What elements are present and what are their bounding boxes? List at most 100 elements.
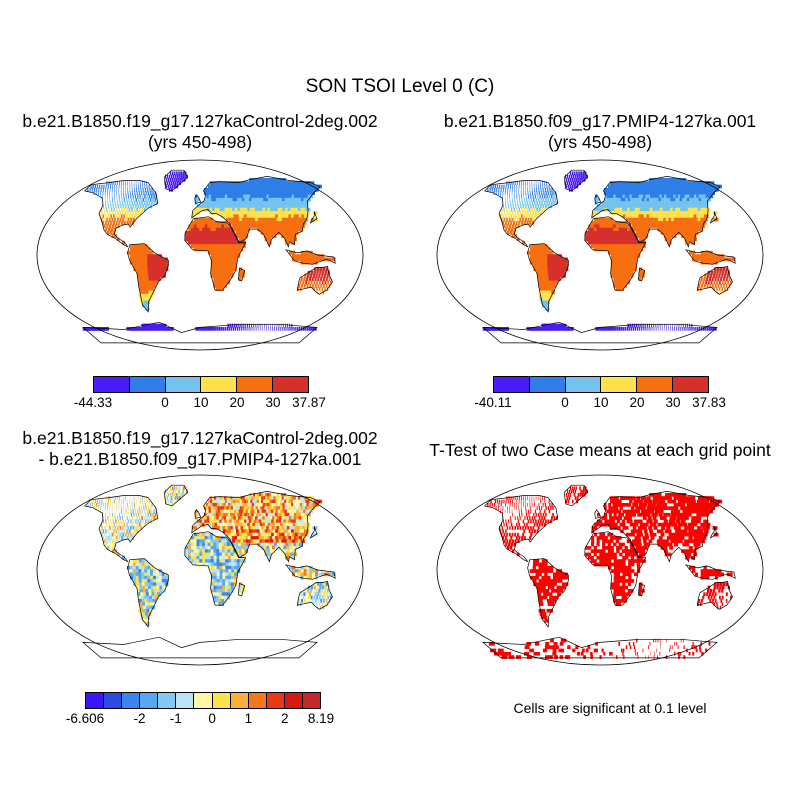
coastline: [484, 495, 559, 563]
coastline: [309, 211, 318, 224]
coastline: [194, 194, 202, 204]
colorbar-ticks-top-right: -40.11 0 10 20 30 37.83: [474, 395, 726, 413]
colorbar-tick-label: -44.33: [73, 395, 113, 410]
colorbar-swatch: [230, 693, 249, 708]
coastline: [194, 509, 202, 519]
colorbar-tick-label: 2: [280, 711, 289, 726]
colorbar-swatch: [601, 377, 638, 392]
colorbar-swatch: [140, 693, 159, 708]
coastline: [696, 265, 733, 295]
coastline: [584, 531, 647, 606]
coastline: [84, 495, 159, 563]
coastline: [484, 180, 559, 248]
map-frame: [436, 474, 764, 666]
coastline: [709, 211, 718, 224]
colorbar-tick-label: 20: [229, 395, 245, 410]
map-pmip4-temperature: [436, 159, 764, 351]
panel-title-top-right: b.e21.B1850.f09_g17.PMIP4-127ka.001 (yrs…: [400, 111, 800, 153]
colorbar-tick-label: -1: [169, 711, 182, 726]
colorbar-tick-label: 37.83: [692, 395, 726, 410]
panel-title-line2: - b.e21.B1850.f09_g17.PMIP4-127ka.001: [38, 449, 362, 469]
coastline: [284, 564, 336, 580]
colorbar-tick-label: 10: [193, 395, 209, 410]
coastline: [284, 249, 336, 265]
coastline: [184, 531, 247, 606]
panel-title-bottom-right: T-Test of two Case means at each grid po…: [400, 440, 800, 461]
grid-cells: [87, 486, 336, 626]
colorbar-top-left: [93, 376, 309, 393]
colorbar-tick-label: 0: [208, 711, 216, 726]
coastline: [127, 558, 169, 628]
coastline: [684, 249, 736, 265]
map-frame: [36, 159, 364, 351]
coastline: [527, 243, 569, 313]
panel-title-line1: T-Test of two Case means at each grid po…: [429, 440, 771, 460]
colorbar-swatch: [565, 377, 602, 392]
map-control-temperature: [36, 159, 364, 351]
grid-cells: [82, 171, 336, 331]
map-frame: [436, 159, 764, 351]
coastline: [191, 176, 321, 248]
panel-title-line1: b.e21.B1850.f19_g17.127kaControl-2deg.00…: [22, 428, 378, 448]
coastline: [527, 558, 569, 628]
colorbar-swatch: [284, 693, 303, 708]
coastline: [296, 265, 333, 295]
coastline: [563, 484, 589, 507]
coastline: [638, 267, 646, 282]
colorbar-swatch: [637, 377, 674, 392]
panel-title-line1: b.e21.B1850.f19_g17.127kaControl-2deg.00…: [22, 111, 378, 131]
coastline: [638, 582, 646, 597]
colorbar-swatch: [266, 693, 285, 708]
panel-title-line2: (yrs 450-498): [547, 132, 653, 152]
colorbar-tick-label: -40.11: [474, 395, 512, 410]
coastline: [591, 176, 721, 248]
coastline: [163, 169, 189, 192]
colorbar-tick-label: 37.87: [292, 395, 326, 410]
map-frame: [36, 474, 364, 666]
colorbar-swatch: [237, 377, 274, 392]
coastline: [184, 216, 247, 291]
coastline: [584, 216, 647, 291]
colorbar-swatch: [129, 377, 166, 392]
colorbar-tick-label: 10: [593, 395, 609, 410]
grid-cells: [487, 486, 733, 659]
significance-note: Cells are significant at 0.1 level: [513, 700, 707, 716]
coastline: [84, 180, 159, 248]
colorbar-tick-label: 30: [665, 395, 681, 410]
colorbar-swatch: [273, 377, 308, 392]
colorbar-tick-label: -2: [133, 711, 146, 726]
map-difference: [36, 474, 364, 666]
coastline: [594, 194, 602, 204]
coastline: [163, 484, 189, 507]
colorbar-tick-label: 8.19: [307, 711, 335, 726]
colorbar-bottom-left: [85, 692, 321, 709]
coastline: [238, 267, 246, 282]
coastline: [191, 491, 321, 563]
colorbar-ticks-bottom-left: -6.606 -2 -1 0 1 2 8.19: [66, 711, 334, 729]
colorbar-swatch: [201, 377, 238, 392]
colorbar-swatch: [104, 693, 123, 708]
coastline: [563, 169, 589, 192]
colorbar-tick-label: 0: [161, 395, 169, 410]
colorbar-swatch: [302, 693, 321, 708]
colorbar-tick-label: 20: [629, 395, 645, 410]
coastline: [696, 580, 733, 610]
coastline: [82, 321, 318, 344]
coastline: [591, 491, 721, 563]
panel-title-line1: b.e21.B1850.f09_g17.PMIP4-127ka.001: [443, 111, 757, 131]
coastline: [684, 564, 736, 580]
coastline: [594, 509, 602, 519]
colorbar-swatch: [529, 377, 566, 392]
main-title: SON TSOI Level 0 (C): [305, 76, 495, 97]
colorbar-swatch: [248, 693, 267, 708]
coastline: [127, 243, 169, 313]
panel-title-bottom-left: b.e21.B1850.f19_g17.127kaControl-2deg.00…: [0, 428, 400, 470]
colorbar-swatch: [158, 693, 177, 708]
coastline: [482, 636, 718, 659]
colorbar-swatch: [176, 693, 195, 708]
colorbar-swatch: [494, 377, 530, 392]
panel-title-line2: (yrs 450-498): [147, 132, 253, 152]
colorbar-top-right: [493, 376, 709, 393]
colorbar-tick-label: 0: [561, 395, 569, 410]
colorbar-swatch: [86, 693, 105, 708]
